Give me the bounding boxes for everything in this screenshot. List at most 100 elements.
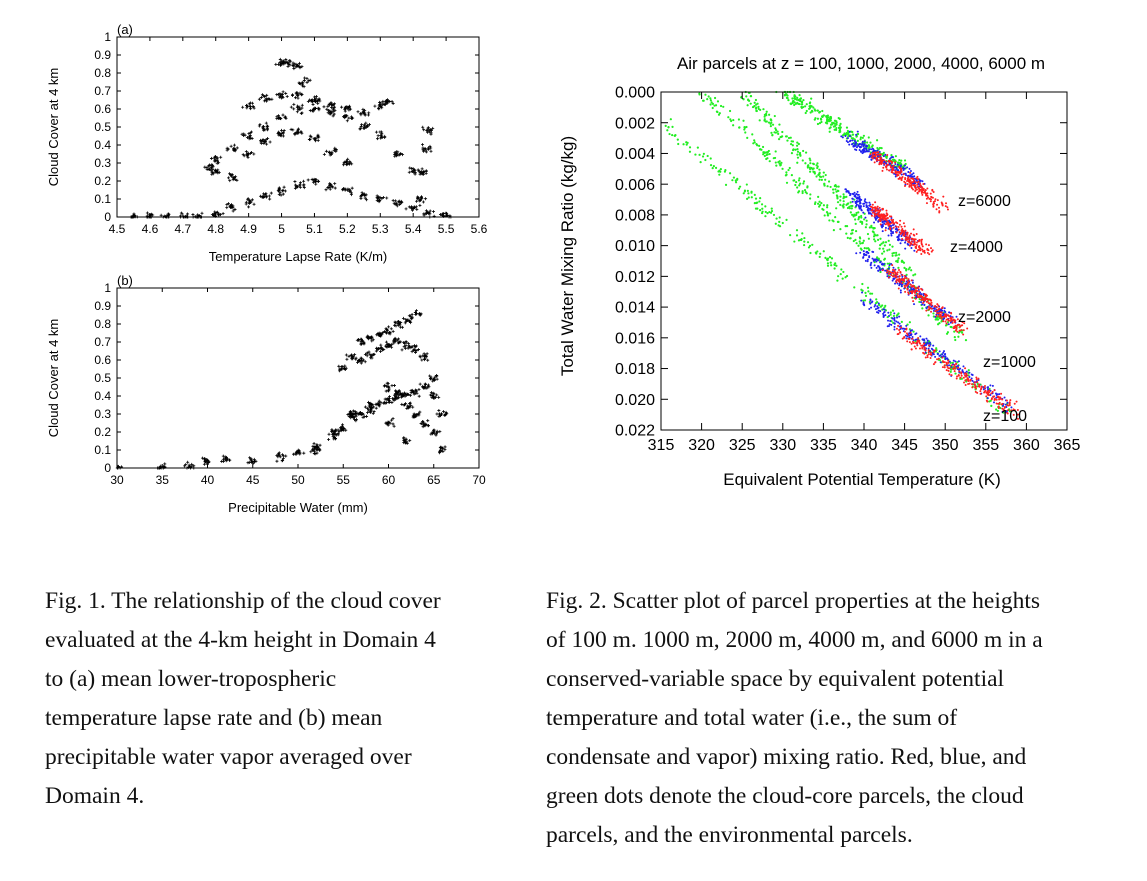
data-point (217, 161, 221, 165)
data-point (816, 109, 819, 112)
data-point (797, 102, 800, 105)
data-point (666, 129, 669, 132)
x-tick-label: 5 (278, 222, 285, 236)
data-point (839, 273, 842, 276)
data-point (788, 166, 791, 170)
data-point (867, 144, 870, 147)
data-point (838, 124, 841, 127)
data-point (422, 212, 426, 216)
data-point (898, 170, 901, 173)
data-point (927, 347, 930, 350)
y-tick-label: 0.9 (94, 48, 111, 62)
data-point (351, 415, 355, 419)
data-point (753, 139, 756, 142)
data-point (925, 342, 928, 345)
data-point (426, 383, 430, 387)
data-point (964, 374, 967, 377)
data-point (393, 152, 397, 156)
data-point (318, 443, 322, 447)
data-point (821, 207, 824, 211)
data-point (448, 214, 452, 218)
data-point (918, 238, 921, 241)
data-point (347, 354, 351, 358)
data-point (921, 298, 924, 301)
data-point (792, 179, 795, 182)
data-point (798, 98, 802, 101)
data-point (777, 132, 780, 135)
data-point (898, 315, 901, 318)
data-point (365, 351, 369, 355)
data-point (303, 76, 307, 80)
data-point (209, 168, 213, 172)
data-point (910, 175, 913, 178)
data-point (231, 204, 235, 208)
data-point (1008, 401, 1011, 404)
data-point (379, 105, 383, 109)
data-point (948, 311, 951, 314)
data-point (248, 136, 252, 140)
data-point (747, 98, 750, 101)
data-point (906, 180, 909, 183)
data-point (1004, 403, 1007, 406)
data-point (298, 452, 302, 456)
data-point (855, 242, 858, 245)
data-point (376, 196, 380, 200)
data-point (864, 259, 867, 262)
data-point (913, 175, 916, 178)
data-point (711, 106, 714, 110)
y-tick-label: 0.9 (94, 299, 111, 313)
data-point (875, 158, 878, 161)
data-point (851, 228, 855, 232)
data-point (387, 325, 391, 329)
data-point (198, 215, 202, 219)
data-point (859, 138, 862, 141)
data-point (889, 157, 892, 160)
data-point (798, 184, 801, 187)
data-point (796, 150, 800, 153)
data-point (905, 236, 908, 239)
data-point (378, 350, 382, 354)
data-point (440, 214, 444, 218)
data-point (919, 186, 922, 189)
data-point (882, 250, 886, 253)
data-point (254, 459, 258, 463)
data-point (870, 301, 873, 304)
data-point (367, 400, 371, 404)
data-point (953, 330, 956, 333)
data-point (966, 374, 969, 377)
fig2-annotation: z=4000 (950, 239, 1003, 256)
data-point (886, 154, 889, 157)
data-point (818, 178, 821, 181)
data-point (777, 137, 781, 141)
data-point (387, 421, 391, 425)
y-tick-label: 0.008 (615, 208, 655, 225)
data-point (816, 122, 820, 126)
fig2-yticks: 0.0000.0020.0040.0060.0080.0100.0120.014… (615, 85, 1067, 440)
data-point (331, 110, 335, 114)
data-point (935, 347, 938, 350)
fig1b-ylabel: Cloud Cover at 4 km (46, 319, 61, 438)
data-point (818, 203, 822, 207)
data-point (954, 324, 957, 327)
data-point (789, 136, 792, 139)
data-point (998, 401, 1001, 404)
data-point (809, 111, 812, 114)
data-point (216, 171, 220, 175)
data-point (755, 143, 758, 146)
data-point (942, 315, 945, 318)
data-point (241, 153, 245, 157)
data-point (934, 198, 937, 201)
data-point (875, 260, 878, 263)
data-point (842, 200, 845, 203)
data-point (881, 223, 884, 226)
data-point (887, 239, 890, 242)
data-point (874, 240, 877, 243)
data-point (420, 358, 424, 362)
data-point (962, 329, 965, 332)
data-point (797, 179, 801, 182)
data-point (302, 79, 306, 83)
x-tick-label: 4.6 (142, 222, 159, 236)
data-point (1016, 417, 1019, 420)
data-point (871, 257, 874, 260)
data-point (411, 390, 415, 394)
